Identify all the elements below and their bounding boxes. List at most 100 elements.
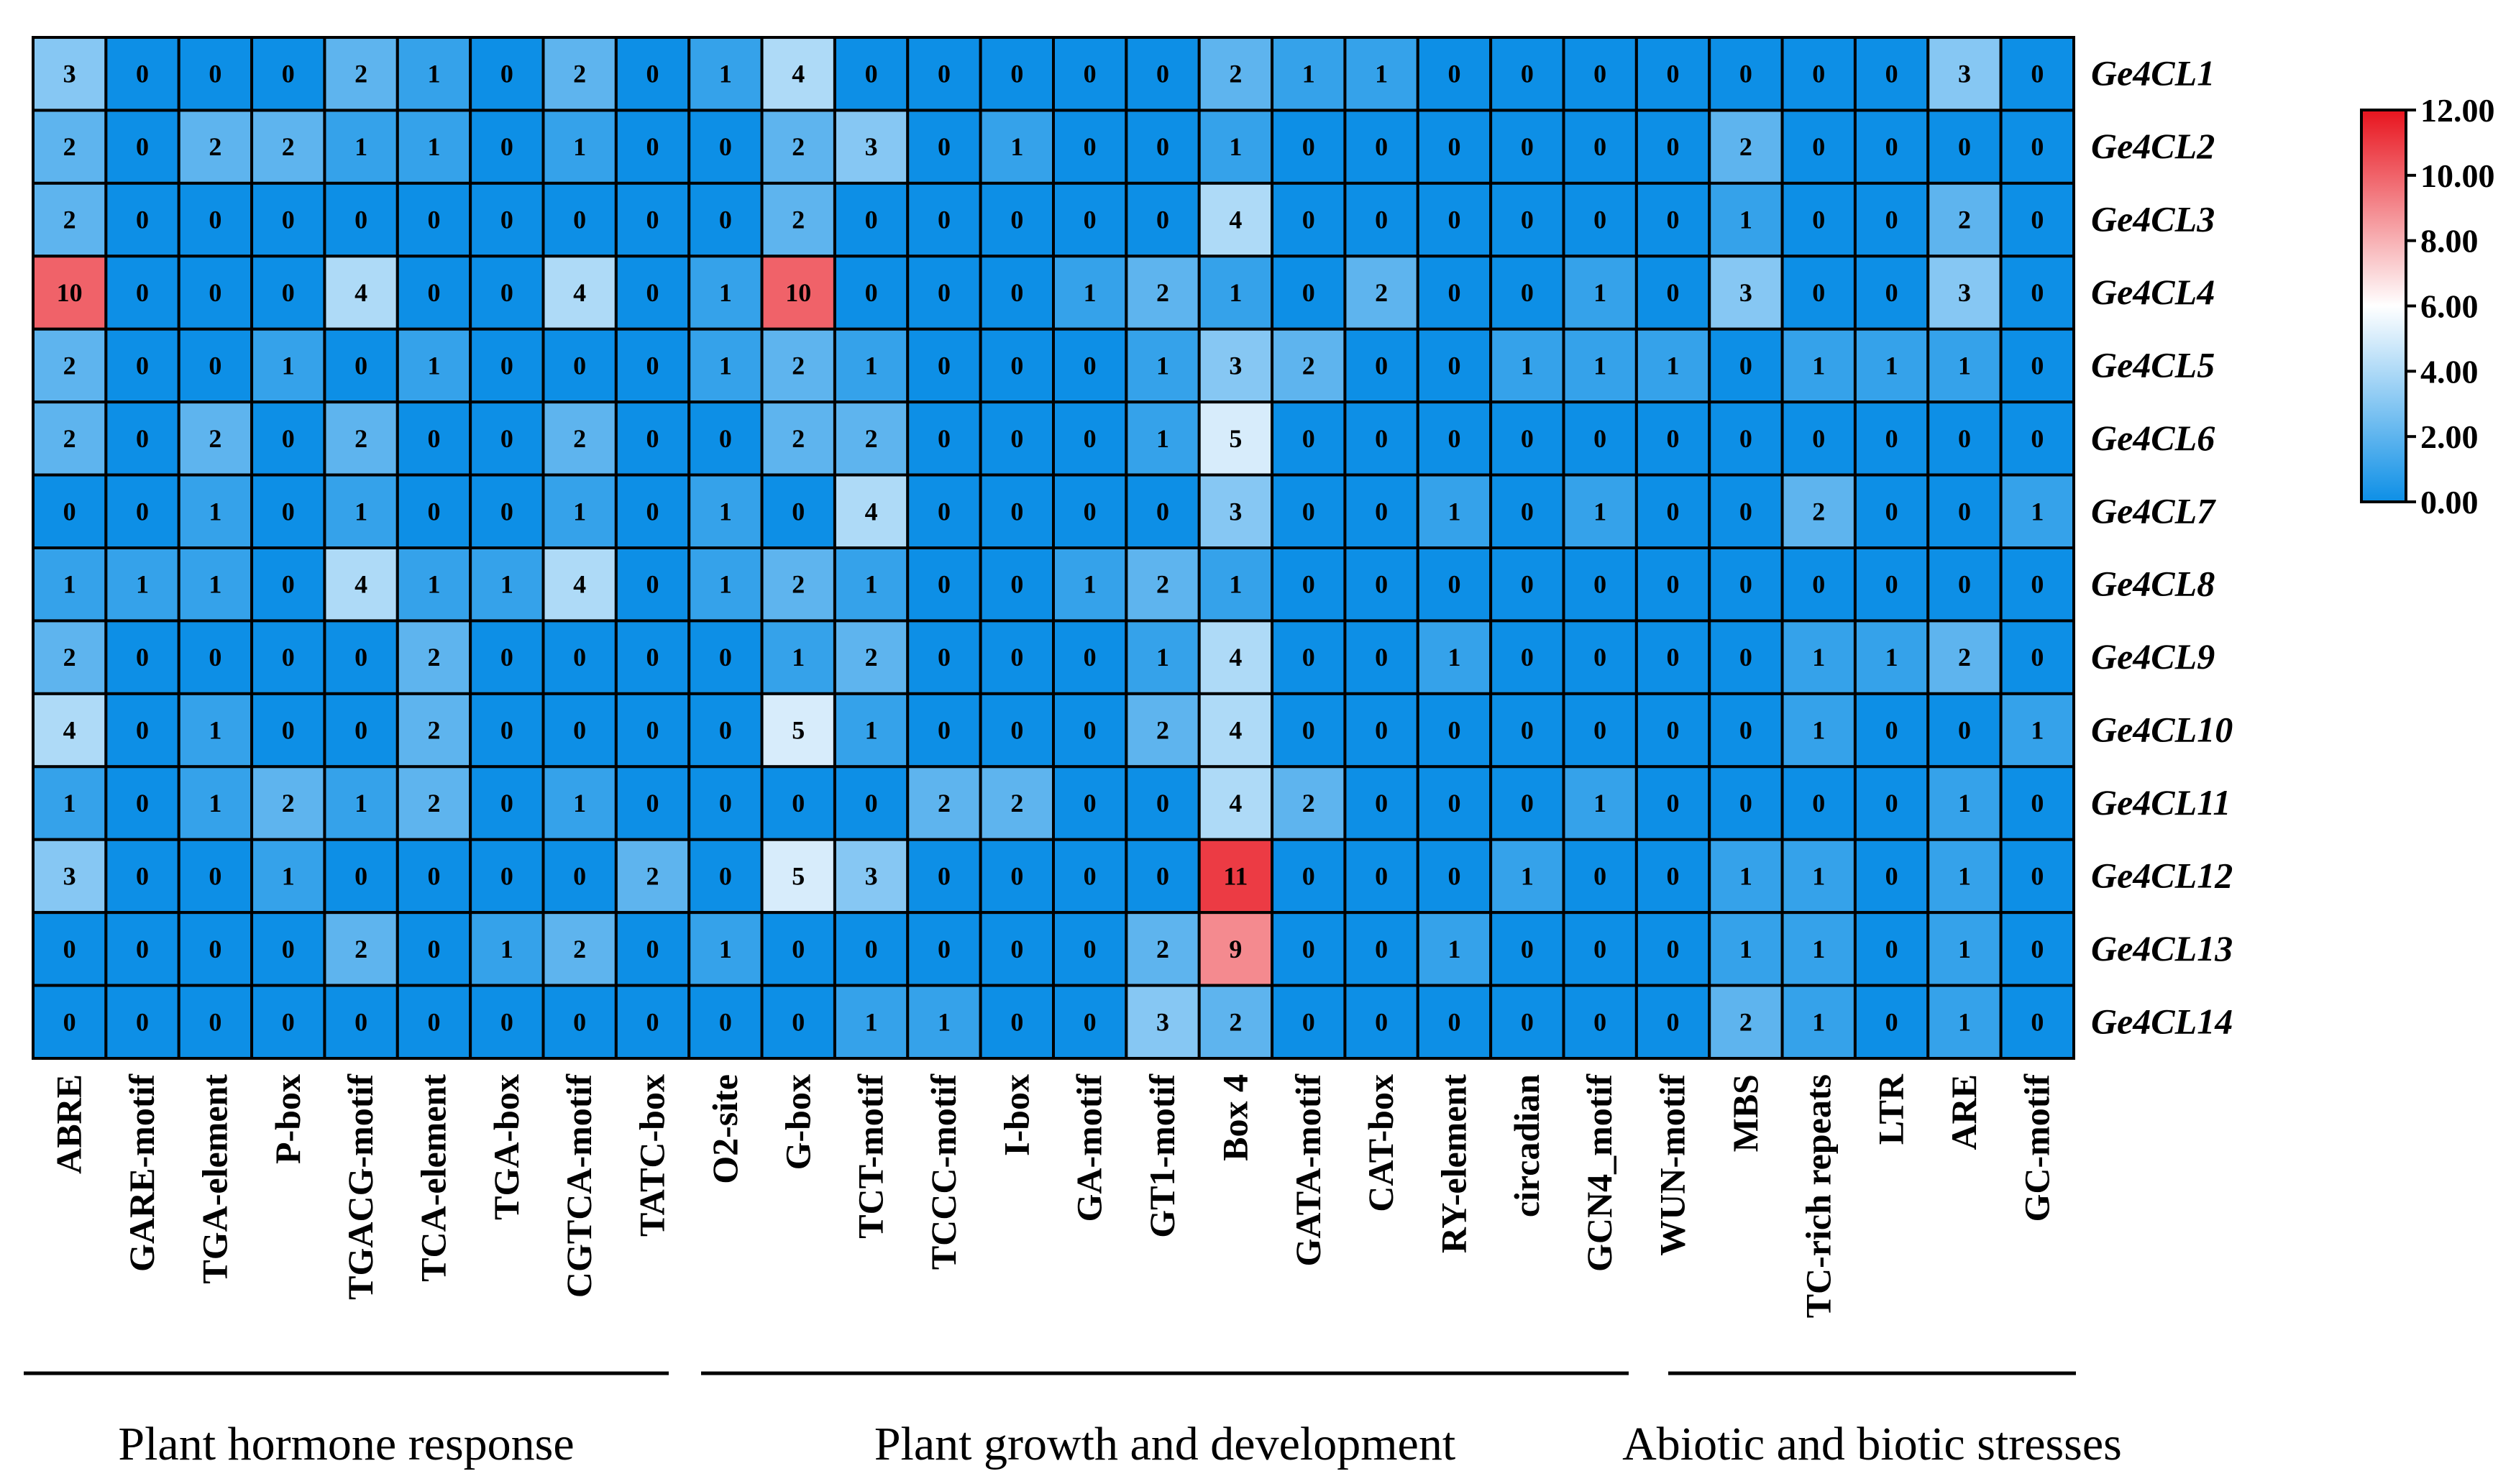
cell-value: 0 — [1739, 789, 1752, 817]
column-label: Box 4 — [1214, 1074, 1255, 1161]
cell-value: 0 — [427, 935, 440, 963]
legend-tick-label: 6.00 — [2420, 288, 2479, 325]
cell-value: 0 — [1447, 570, 1460, 599]
cell-value: 4 — [1229, 789, 1242, 817]
heatmap-cell — [1708, 911, 1784, 987]
cell-value: 0 — [1302, 570, 1315, 599]
cell-value: 0 — [209, 1007, 221, 1036]
heatmap-cell — [760, 984, 836, 1060]
cell-value: 0 — [500, 424, 513, 453]
heatmap-cell — [1052, 619, 1128, 695]
heatmap-cell — [1416, 327, 1493, 404]
heatmap-cell — [906, 692, 982, 769]
row-label: Ge4CL3 — [2091, 199, 2215, 239]
cell-value: 0 — [1084, 497, 1097, 526]
heatmap-cell — [833, 36, 910, 112]
heatmap-cell — [1926, 619, 2003, 695]
cell-value: 1 — [354, 789, 367, 817]
cell-value: 2 — [1229, 60, 1242, 88]
cell-value: 0 — [1375, 643, 1388, 672]
cell-value: 2 — [865, 424, 878, 453]
cell-value: 1 — [1521, 351, 1534, 380]
heatmap-cell — [104, 984, 180, 1060]
heatmap-cell — [1999, 984, 2075, 1060]
cell-value: 0 — [1593, 935, 1606, 963]
cell-value: 1 — [1229, 278, 1242, 307]
column-label: TGA-box — [486, 1074, 526, 1220]
cell-value: 0 — [646, 716, 659, 745]
cell-value: 0 — [209, 643, 221, 672]
cell-value: 0 — [1812, 60, 1825, 88]
cell-value: 0 — [282, 643, 295, 672]
cell-value: 1 — [1812, 643, 1825, 672]
cell-value: 2 — [1156, 716, 1169, 745]
heatmap-cell — [541, 327, 618, 404]
heatmap-cell — [979, 984, 1055, 1060]
heatmap-cell — [395, 838, 472, 915]
cell-value: 0 — [1885, 60, 1898, 88]
cell-value: 0 — [1885, 789, 1898, 817]
cell-value: 0 — [354, 716, 367, 745]
cell-value: 1 — [282, 351, 295, 380]
cell-value: 2 — [354, 935, 367, 963]
cell-value: 11 — [1223, 861, 1248, 890]
color-scale-bar — [2360, 109, 2407, 503]
heatmap-cell — [1926, 36, 2003, 112]
cell-value: 1 — [63, 570, 76, 599]
cell-value: 0 — [1521, 570, 1534, 599]
cell-value: 0 — [1593, 643, 1606, 672]
heatmap-cell — [541, 692, 618, 769]
cell-value: 0 — [282, 716, 295, 745]
cell-value: 0 — [1885, 861, 1898, 890]
cell-value: 0 — [2031, 351, 2044, 380]
column-label: MBS — [1725, 1074, 1765, 1152]
heatmap-cell — [250, 984, 326, 1060]
heatmap-cell — [760, 692, 836, 769]
cell-value: 2 — [427, 643, 440, 672]
cell-value: 1 — [1958, 789, 1971, 817]
row-labels: Ge4CL1 Ge4CL2 Ge4CL3 Ge4CL4 Ge4CL5 Ge4CL6 Ge4C… — [2091, 53, 2233, 1042]
legend-tick-label: 8.00 — [2420, 223, 2479, 260]
heatmap-cell — [979, 473, 1055, 549]
cell-value: 0 — [1667, 424, 1680, 453]
cell-value: 0 — [136, 1007, 149, 1036]
heatmap-cell — [469, 255, 545, 331]
cell-value: 2 — [646, 861, 659, 890]
column-labels: ABRE GARE-motif TGA-element P-box TGACG-moti… — [49, 1073, 2057, 1319]
cell-value: 4 — [865, 497, 878, 526]
cell-value: 0 — [500, 60, 513, 88]
cell-value: 1 — [1958, 351, 1971, 380]
cell-value: 1 — [1593, 278, 1606, 307]
cell-value: 0 — [1447, 278, 1460, 307]
cell-value: 3 — [1739, 278, 1752, 307]
cell-value: 1 — [63, 789, 76, 817]
heatmap-cell — [1853, 473, 1930, 549]
cell-value: 2 — [427, 789, 440, 817]
cell-value: 0 — [1447, 861, 1460, 890]
cell-value: 0 — [136, 351, 149, 380]
cell-value: 2 — [792, 570, 805, 599]
heatmap-cell — [250, 255, 326, 331]
heatmap-cell — [1562, 619, 1638, 695]
heatmap-cell — [906, 619, 982, 695]
heatmap-cell — [1416, 109, 1493, 185]
cell-value: 0 — [1302, 132, 1315, 161]
cell-value: 1 — [1302, 60, 1315, 88]
column-label: CAT-box — [1360, 1074, 1401, 1212]
column-label: TCT-motif — [851, 1073, 891, 1239]
heatmap-cell — [1999, 400, 2075, 477]
cell-value: 0 — [1885, 206, 1898, 234]
heatmap-cell — [1780, 546, 1857, 623]
cell-value: 0 — [500, 132, 513, 161]
cell-value: 0 — [1447, 60, 1460, 88]
cell-value: 0 — [136, 935, 149, 963]
cell-value: 1 — [573, 789, 586, 817]
row-label: Ge4CL13 — [2091, 928, 2233, 968]
heatmap-cell — [979, 838, 1055, 915]
cell-value: 3 — [1229, 497, 1242, 526]
heatmap-cell — [1999, 765, 2075, 841]
cell-value: 0 — [282, 60, 295, 88]
cell-value: 0 — [1375, 570, 1388, 599]
cell-value: 1 — [719, 278, 732, 307]
heatmap-cell — [1343, 181, 1419, 258]
